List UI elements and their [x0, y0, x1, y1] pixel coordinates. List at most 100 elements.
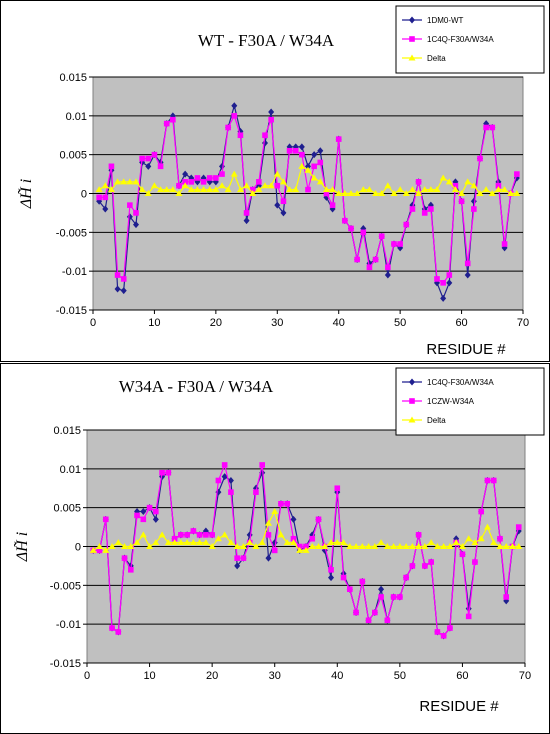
- data-point: [397, 241, 403, 247]
- data-point: [408, 543, 416, 549]
- x-tick-label: 40: [333, 317, 345, 329]
- data-point: [359, 186, 367, 193]
- data-point: [278, 500, 284, 507]
- y-tick-label: 0.01: [66, 111, 87, 123]
- data-point: [334, 485, 341, 492]
- x-tick-label: 20: [206, 670, 218, 682]
- data-point: [212, 186, 220, 193]
- data-point: [372, 190, 380, 196]
- data-point: [471, 539, 479, 546]
- data-point: [176, 182, 182, 189]
- data-point: [305, 162, 311, 170]
- data-point: [403, 574, 409, 581]
- data-point: [478, 508, 484, 515]
- x-tick-label: 30: [269, 670, 281, 682]
- data-point: [428, 206, 434, 212]
- data-point: [120, 178, 128, 185]
- y-tick-label: 0.005: [59, 150, 87, 162]
- y-axis-label: ΔH̃ i: [13, 532, 31, 562]
- data-point: [352, 543, 360, 549]
- data-point: [133, 210, 139, 216]
- data-point: [171, 535, 178, 542]
- data-point: [108, 543, 116, 549]
- chart-title: W34A - F30A / W34A: [119, 377, 274, 396]
- data-point: [490, 477, 497, 484]
- data-point: [299, 151, 305, 158]
- legend-swatch-marker: [409, 36, 415, 42]
- data-point: [233, 543, 241, 549]
- data-point: [459, 551, 466, 558]
- y-tick-label: 0.005: [53, 503, 81, 515]
- data-point: [187, 186, 195, 193]
- data-point: [163, 186, 171, 193]
- data-point: [280, 209, 287, 217]
- data-point: [230, 170, 238, 177]
- data-point: [138, 186, 146, 193]
- data-point: [360, 229, 367, 236]
- data-point: [243, 182, 251, 189]
- data-point: [372, 256, 379, 263]
- x-tick-label: 60: [455, 317, 467, 329]
- data-point: [114, 272, 121, 278]
- data-point: [126, 213, 133, 221]
- data-point: [446, 543, 454, 549]
- data-point: [421, 186, 429, 193]
- data-point: [102, 546, 110, 553]
- data-point: [384, 182, 392, 189]
- data-point: [476, 190, 484, 196]
- data-point: [402, 543, 410, 549]
- data-point: [114, 285, 121, 293]
- data-point: [228, 489, 234, 495]
- data-point: [433, 186, 441, 193]
- data-point: [236, 186, 244, 193]
- data-point: [335, 136, 342, 142]
- data-point: [188, 179, 195, 185]
- series-delta: [95, 162, 521, 196]
- data-point: [95, 186, 103, 193]
- data-point: [341, 190, 349, 196]
- data-point: [221, 462, 228, 468]
- data-point: [237, 132, 244, 139]
- data-point: [182, 179, 188, 185]
- data-point: [96, 543, 104, 549]
- data-point: [353, 190, 361, 196]
- data-point: [221, 473, 228, 481]
- y-tick-label: 0.01: [60, 464, 81, 476]
- data-point: [329, 202, 336, 208]
- data-point: [471, 206, 477, 212]
- data-point: [439, 174, 447, 181]
- data-point: [508, 543, 516, 549]
- y-tick-label: 0: [75, 542, 81, 554]
- data-point: [321, 543, 329, 549]
- data-point: [514, 171, 520, 177]
- data-point: [249, 186, 256, 193]
- data-point: [402, 190, 410, 196]
- data-point: [422, 563, 428, 569]
- data-point: [494, 186, 502, 193]
- y-tick-label: -0.005: [56, 227, 87, 239]
- data-point: [298, 143, 305, 151]
- x-tick-label: 30: [271, 317, 283, 329]
- data-point: [434, 629, 441, 635]
- data-point: [396, 186, 404, 193]
- data-point: [227, 476, 234, 484]
- data-point: [366, 264, 373, 271]
- data-point: [415, 190, 423, 196]
- data-point: [273, 170, 281, 177]
- chart-title: WT - F30A / W34A: [198, 31, 335, 50]
- data-point: [433, 543, 441, 549]
- data-point: [196, 539, 204, 546]
- data-point: [445, 178, 453, 185]
- data-point: [115, 629, 122, 635]
- data-point: [347, 190, 355, 196]
- data-point: [127, 543, 135, 549]
- data-point: [101, 182, 109, 189]
- data-point: [427, 186, 435, 193]
- data-point: [409, 563, 416, 569]
- data-point: [239, 543, 247, 549]
- data-point: [279, 178, 287, 185]
- data-point: [390, 190, 398, 196]
- data-point: [274, 182, 281, 189]
- data-point: [391, 241, 397, 247]
